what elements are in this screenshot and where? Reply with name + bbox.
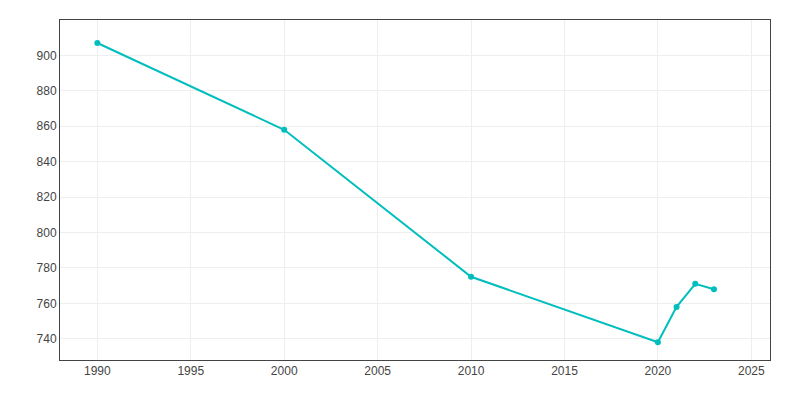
svg-text:2000: 2000 [271,364,298,378]
svg-text:800: 800 [37,226,57,240]
svg-text:2025: 2025 [738,364,765,378]
svg-text:880: 880 [37,84,57,98]
svg-text:2015: 2015 [551,364,578,378]
svg-text:2005: 2005 [364,364,391,378]
svg-text:840: 840 [37,155,57,169]
svg-text:820: 820 [37,190,57,204]
svg-text:2020: 2020 [645,364,672,378]
svg-text:1990: 1990 [84,364,111,378]
svg-text:900: 900 [37,49,57,63]
svg-text:1995: 1995 [177,364,204,378]
svg-text:760: 760 [37,297,57,311]
svg-text:860: 860 [37,119,57,133]
svg-text:740: 740 [37,332,57,346]
svg-text:780: 780 [37,261,57,275]
svg-text:2010: 2010 [458,364,485,378]
